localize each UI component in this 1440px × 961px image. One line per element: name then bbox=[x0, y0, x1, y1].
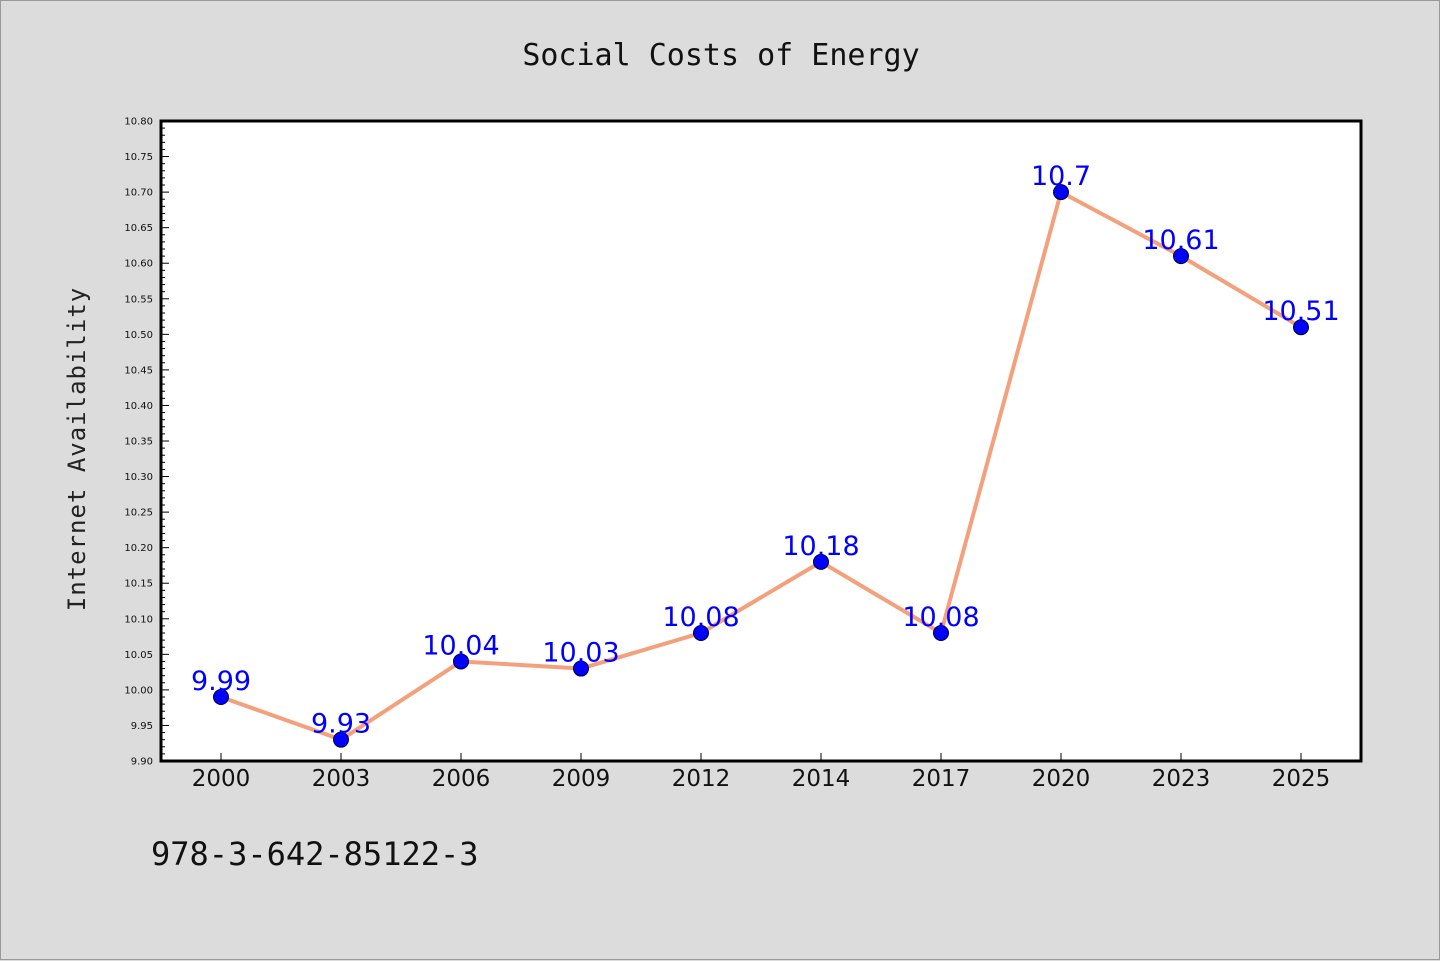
series-line bbox=[220, 190, 1303, 742]
data-label: 10.51 bbox=[1262, 296, 1339, 327]
data-label: 10.08 bbox=[902, 602, 979, 633]
y-tick-label: 9.95 bbox=[131, 721, 153, 732]
y-tick-label: 10.60 bbox=[124, 259, 153, 270]
data-label: 10.18 bbox=[782, 531, 859, 562]
y-tick-label: 10.20 bbox=[124, 543, 153, 554]
data-label: 10.03 bbox=[542, 638, 619, 669]
y-tick-label: 10.25 bbox=[124, 508, 153, 519]
y-tick-label: 10.35 bbox=[124, 437, 153, 448]
y-axis: 9.90 9.95 10.00 10.05 10.10 10.15 10.20 10.25 10… bbox=[124, 117, 169, 768]
y-tick-label: 10.45 bbox=[124, 365, 153, 376]
y-tick-label: 10.75 bbox=[124, 152, 153, 163]
y-tick-label: 10.05 bbox=[124, 650, 153, 661]
data-point-marker bbox=[573, 660, 589, 677]
data-label: 10.61 bbox=[1142, 225, 1219, 256]
y-tick-label: 10.80 bbox=[124, 117, 153, 128]
chart-title: Social Costs of Energy bbox=[522, 38, 919, 73]
x-tick-label: 2009 bbox=[552, 766, 611, 792]
y-axis-label: Internet Availability bbox=[63, 287, 91, 611]
y-tick-label: 10.40 bbox=[124, 401, 153, 412]
data-point-marker bbox=[1173, 248, 1189, 265]
isbn-footer: 978-3-642-85122-3 bbox=[151, 835, 479, 873]
y-tick-label: 10.30 bbox=[124, 472, 153, 483]
data-point-marker bbox=[933, 625, 949, 641]
data-label: 10.7 bbox=[1031, 161, 1091, 192]
data-point-marker bbox=[453, 653, 469, 670]
plot-area bbox=[159, 119, 1363, 763]
data-point-marker bbox=[1293, 319, 1309, 336]
x-tick-label: 2014 bbox=[792, 766, 851, 792]
y-tick-label: 10.15 bbox=[124, 579, 153, 590]
x-tick-label: 2000 bbox=[192, 766, 251, 792]
y-tick-label: 10.70 bbox=[124, 188, 153, 199]
x-tick-label: 2023 bbox=[1152, 766, 1211, 792]
x-tick-label: 2012 bbox=[672, 766, 731, 792]
x-tick-label: 2003 bbox=[312, 766, 371, 792]
y-tick-label: 10.10 bbox=[124, 614, 153, 625]
y-tick-label: 9.90 bbox=[131, 757, 153, 768]
data-label: 10.04 bbox=[422, 630, 499, 661]
y-tick-label: 10.55 bbox=[124, 294, 153, 305]
data-label: 9.99 bbox=[191, 666, 251, 697]
data-point-marker bbox=[333, 731, 349, 748]
data-point-marker bbox=[813, 553, 829, 570]
x-tick-label: 2006 bbox=[432, 766, 491, 792]
data-label: 9.93 bbox=[311, 709, 371, 740]
y-tick-label: 10.50 bbox=[124, 330, 153, 341]
y-tick-label: 10.00 bbox=[124, 685, 153, 696]
x-tick-label: 2025 bbox=[1272, 766, 1331, 792]
x-axis: 2000 2003 2006 2009 2012 2014 2017 2020 2023 2025 bbox=[192, 753, 1331, 792]
data-label: 10.08 bbox=[662, 602, 739, 633]
series-layer bbox=[213, 184, 1309, 748]
data-point-marker bbox=[693, 625, 709, 641]
data-label-layer: 9.99 9.93 10.04 10.03 10.08 10.18 10.08 10.7 10.… bbox=[191, 161, 1340, 740]
data-point-marker bbox=[1053, 184, 1069, 201]
data-point-marker bbox=[213, 689, 229, 705]
x-tick-label: 2017 bbox=[912, 766, 971, 792]
y-tick-label: 10.65 bbox=[124, 223, 153, 234]
x-tick-label: 2020 bbox=[1032, 766, 1091, 792]
